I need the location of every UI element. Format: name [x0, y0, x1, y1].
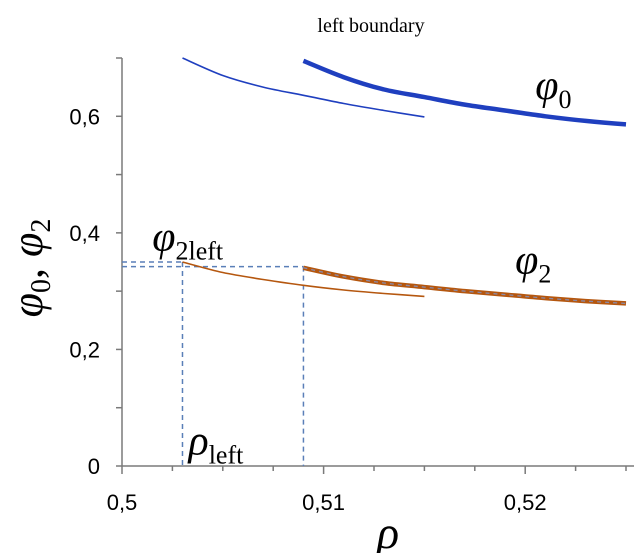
y-axis-label-sub2: 2 — [26, 219, 57, 233]
x-axis-label: ρ — [375, 507, 399, 553]
y-tick-label: 0 — [88, 454, 100, 479]
y-axis-label-sub0: 0 — [26, 279, 57, 293]
x-tick-label: 0,52 — [504, 490, 547, 515]
annotation-phi0-main: φ — [535, 63, 558, 109]
annotation-rholeft-main: ρ — [187, 418, 209, 464]
annotation-rholeft-sub: left — [209, 440, 244, 469]
annotation-phi2-sub: 2 — [538, 260, 551, 289]
series-line-1 — [302, 58, 627, 127]
annotation-phi2left-sub: 2left — [175, 236, 223, 265]
annotation-phi0-sub: 0 — [559, 85, 572, 114]
series-line-3 — [302, 265, 627, 306]
annotation-rholeft: ρleft — [187, 418, 245, 469]
chart-title: left boundary — [317, 15, 424, 37]
series-line-2 — [182, 261, 425, 298]
y-tick-label: 0,2 — [69, 337, 100, 362]
annotation-phi2: φ2 — [515, 238, 551, 289]
x-tick-label: 0,51 — [302, 490, 345, 515]
annotation-phi2-main: φ — [515, 238, 538, 284]
y-axis-label-phi2: φ — [3, 233, 52, 257]
x-tick-label: 0,5 — [107, 490, 138, 515]
annotation-phi2left: φ2left — [152, 214, 224, 265]
series-line-3-dash — [303, 267, 627, 305]
annotation-phi0: φ0 — [535, 63, 571, 114]
series-line-0 — [182, 57, 425, 118]
y-tick-label: 0,4 — [69, 221, 100, 246]
y-axis-label: φ0, φ2 — [3, 219, 57, 318]
y-axis-label-phi0: φ — [3, 293, 52, 317]
y-tick-label: 0,6 — [69, 104, 100, 129]
y-axis-label-sep: , — [3, 257, 52, 279]
annotation-phi2left-main: φ — [152, 214, 175, 260]
